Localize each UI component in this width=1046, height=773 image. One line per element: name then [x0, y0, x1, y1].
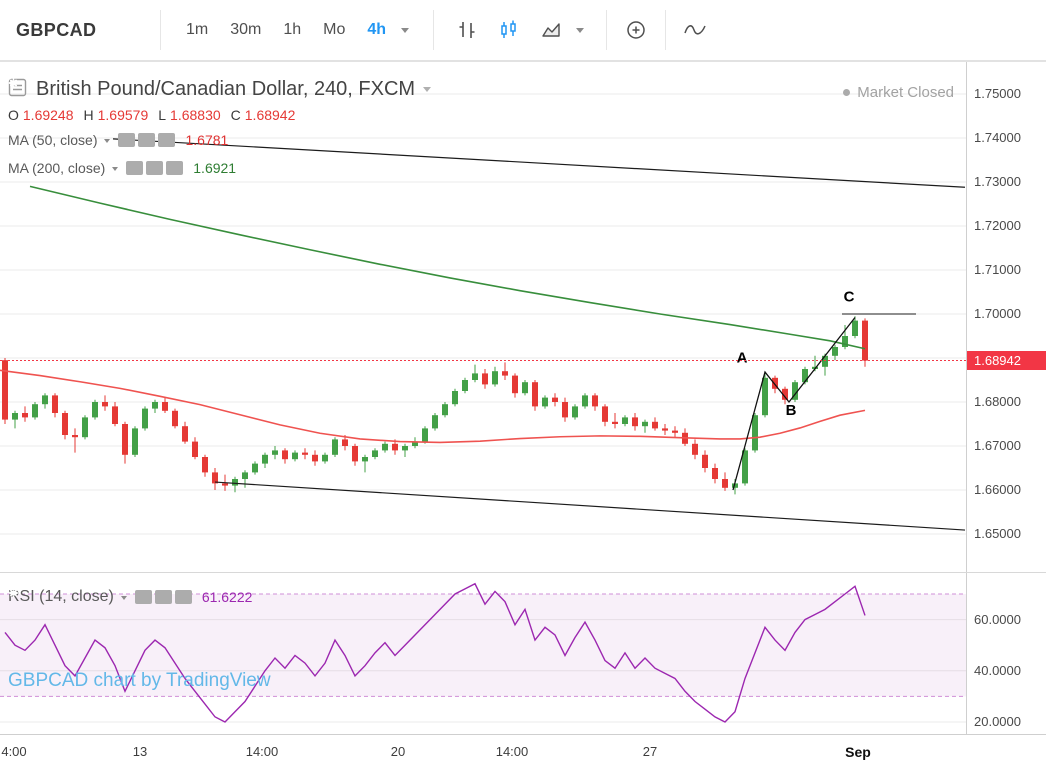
pane-divider[interactable]: [0, 572, 1046, 573]
high-value: 1.69579: [97, 107, 149, 123]
price-axis-label: 1.66000: [974, 482, 1021, 497]
price-axis-label: 1.73000: [974, 174, 1021, 189]
toolbar-separator: [433, 10, 435, 50]
ma50-value: 1.6781: [185, 132, 229, 148]
time-axis-label: 27: [642, 744, 658, 759]
close-icon[interactable]: [10, 589, 192, 604]
gear-icon[interactable]: [9, 78, 156, 147]
ma200-name[interactable]: MA (200, close): [8, 160, 106, 176]
wave-label-c: C: [844, 289, 855, 306]
price-axis-label: 1.72000: [974, 218, 1021, 233]
price-axis-label: 1.75000: [974, 86, 1021, 101]
price-axis[interactable]: 1.75000 1.74000 1.73000 1.72000 1.71000 1.700…: [966, 62, 1046, 734]
close-label: C: [230, 107, 241, 123]
interval-mo[interactable]: Mo: [323, 21, 346, 38]
interval-1h[interactable]: 1h: [283, 21, 302, 38]
rsi-axis-label: 40.0000: [974, 662, 1021, 678]
rsi-axis-label: 60.0000: [974, 611, 1021, 627]
time-axis-label: Sep: [845, 744, 871, 760]
style-dropdown-icon[interactable]: [576, 27, 585, 33]
ma50-row: MA (50, close) 1.6781: [8, 78, 441, 151]
price-chart-canvas[interactable]: A B C: [0, 62, 966, 572]
toolbar-separator: [160, 10, 161, 50]
rsi-legend: RSI (14, close) 61.6222: [8, 588, 252, 606]
chart-legend: British Pound/Canadian Dollar, 240, FXCM…: [8, 78, 441, 185]
ma200-value: 1.6921: [193, 160, 237, 176]
chevron-down-icon[interactable]: [120, 596, 127, 600]
candles-style-icon[interactable]: [488, 10, 530, 50]
close-icon[interactable]: [10, 79, 184, 175]
open-value: 1.69248: [22, 107, 74, 123]
time-axis-label: 20: [390, 744, 406, 759]
time-axis-label: 4:00: [1, 744, 27, 759]
rsi-axis-label: 20.0000: [974, 714, 1021, 729]
price-pane[interactable]: A B C British Pound/Canadian Dollar, 240, …: [0, 62, 966, 572]
price-axis-label: 1.74000: [974, 130, 1021, 145]
time-axis-label: 14:00: [245, 744, 279, 759]
time-axis-label: 13: [132, 744, 148, 759]
gear-icon[interactable]: [9, 588, 172, 604]
last-price-label: 1.68942: [967, 350, 1046, 370]
interval-1m[interactable]: 1m: [186, 21, 209, 38]
chevron-down-icon[interactable]: [112, 167, 119, 171]
time-axis-label: 14:00: [495, 744, 529, 759]
market-status: Market Closed: [843, 84, 954, 101]
low-label: L: [158, 107, 167, 123]
close-icon[interactable]: [10, 79, 176, 147]
chevron-down-icon[interactable]: [104, 139, 111, 143]
status-dot-icon: [843, 89, 851, 96]
close-value: 1.68942: [244, 107, 296, 123]
rsi-value: 61.6222: [201, 589, 253, 605]
gear-icon[interactable]: [9, 78, 164, 175]
ohlc-row: O 1.69248 H 1.69579 L 1.68830 C 1.68942: [8, 107, 441, 123]
low-value: 1.68830: [170, 107, 221, 123]
legend-collapse-icon[interactable]: [8, 78, 27, 99]
price-axis-label: 1.67000: [974, 438, 1021, 453]
eye-icon[interactable]: [8, 80, 144, 175]
wave-label-b: B: [786, 402, 797, 419]
rsi-chart-canvas[interactable]: [0, 572, 966, 734]
tradingview-watermark: GBPCAD chart by TradingView: [8, 670, 271, 691]
symbol-name[interactable]: GBPCAD: [16, 19, 97, 40]
time-axis[interactable]: 4:00 13 14:00 20 14:00 27 Sep: [0, 734, 1046, 773]
interval-dropdown-icon[interactable]: [401, 27, 410, 33]
top-toolbar: GBPCAD 1m 30m 1h Mo 4h: [0, 0, 1046, 62]
rsi-name[interactable]: RSI (14, close): [8, 588, 114, 605]
interval-4h[interactable]: 4h: [367, 21, 387, 38]
bars-style-icon[interactable]: [446, 10, 488, 50]
interval-group: 1m 30m 1h Mo 4h: [161, 13, 433, 47]
interval-30m[interactable]: 30m: [230, 21, 262, 38]
rsi-pane[interactable]: RSI (14, close) 61.6222 GBPCAD chart by …: [0, 572, 966, 734]
market-status-text: Market Closed: [857, 84, 954, 101]
ma200-row: MA (200, close) 1.6921: [8, 78, 441, 179]
price-axis-label: 1.65000: [974, 526, 1021, 541]
eye-icon[interactable]: [8, 80, 136, 147]
compare-icon[interactable]: [615, 10, 657, 50]
price-axis-label: 1.70000: [974, 306, 1021, 321]
price-axis-label: 1.71000: [974, 262, 1021, 277]
toolbar-separator: [665, 10, 667, 50]
eye-icon[interactable]: [8, 590, 152, 604]
price-axis-label: 1.68000: [974, 394, 1021, 409]
wave-label-a: A: [737, 349, 748, 366]
curve-line-tool-icon[interactable]: [674, 10, 716, 50]
chart-style-group: [434, 10, 606, 50]
area-style-icon[interactable]: [530, 10, 572, 50]
chart-title[interactable]: British Pound/Canadian Dollar, 240, FXCM: [36, 78, 416, 100]
open-label: O: [8, 107, 19, 123]
toolbar-separator: [606, 10, 608, 50]
ma50-name[interactable]: MA (50, close): [8, 132, 98, 148]
title-row: British Pound/Canadian Dollar, 240, FXCM: [8, 78, 441, 101]
chevron-down-icon[interactable]: [423, 87, 432, 92]
high-label: H: [83, 107, 94, 123]
